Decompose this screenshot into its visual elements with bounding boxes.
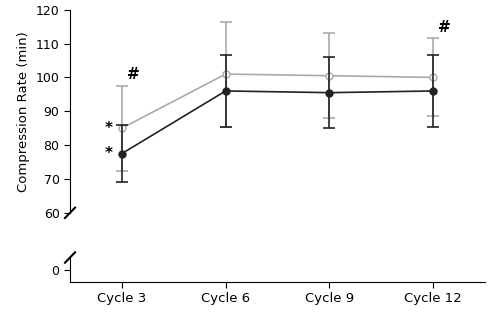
Y-axis label: Compression Rate (min): Compression Rate (min) [17,31,30,192]
Text: #: # [438,20,451,35]
Legend: CPR, CPR Rescue: CPR, CPR Rescue [176,224,379,247]
Text: *: * [104,121,112,136]
Text: *: * [104,146,112,161]
Text: #: # [127,67,140,83]
